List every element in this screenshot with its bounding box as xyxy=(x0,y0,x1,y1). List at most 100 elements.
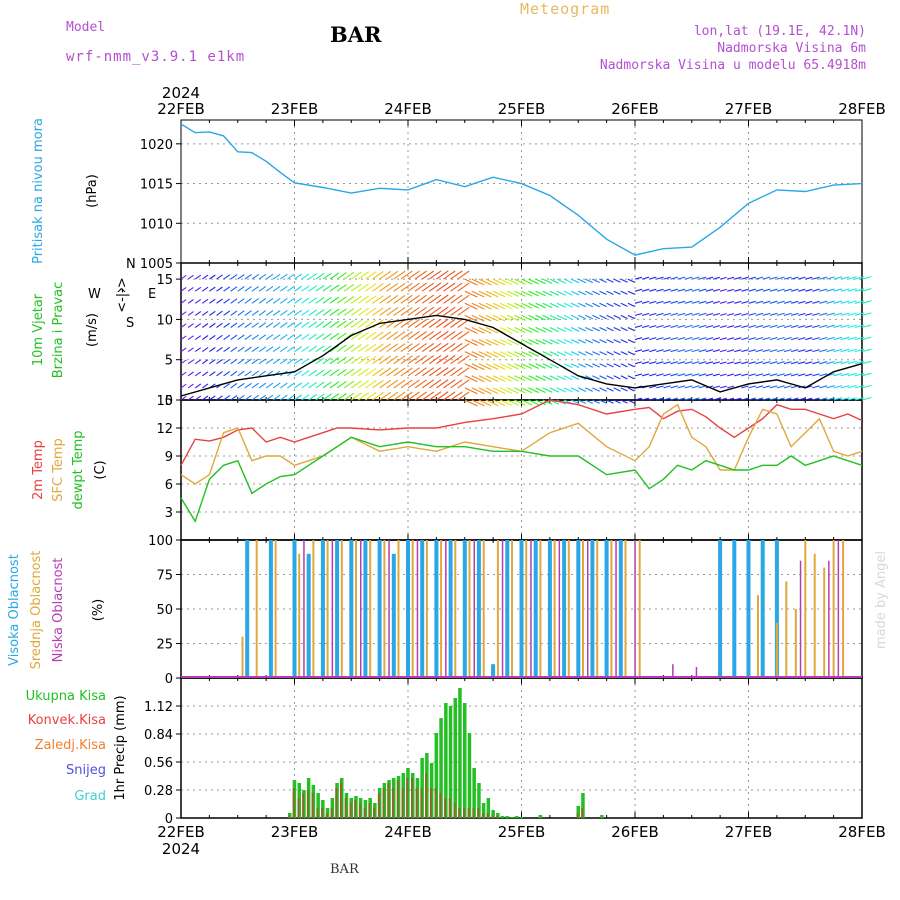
total-precip-bar xyxy=(538,815,543,818)
wind-arrow xyxy=(833,324,843,329)
wind-arrow xyxy=(847,372,857,377)
wind-arrow xyxy=(712,337,721,341)
wind-arrow xyxy=(705,312,714,316)
wind-arrow xyxy=(464,387,478,395)
wind-arrow xyxy=(656,276,664,280)
wind-arrow xyxy=(194,311,202,316)
wind-arrow xyxy=(201,371,209,377)
wind-arrow xyxy=(194,371,202,377)
wind-arrow xyxy=(514,278,526,285)
wind-arrow xyxy=(251,286,260,292)
wind-arrow xyxy=(812,361,820,365)
low-cloud-bar xyxy=(837,540,840,678)
wind-arrow xyxy=(805,276,813,280)
wind-arrow xyxy=(847,348,857,353)
wind-arrow xyxy=(350,307,362,316)
wind-arrow xyxy=(187,311,194,316)
wind-arrow xyxy=(464,302,478,310)
conv-precip-bar xyxy=(325,813,328,818)
wind-arrow xyxy=(343,271,355,280)
wind-arrow xyxy=(308,285,317,292)
wind-arrow xyxy=(301,370,310,377)
wind-arrow xyxy=(294,285,303,292)
wind-arrow xyxy=(230,395,238,401)
lonlat-label: lon,lat (19.1E, 42.1N) xyxy=(693,24,866,39)
wind-arrow xyxy=(329,272,340,280)
wind-arrow xyxy=(599,387,607,392)
wind-arrow xyxy=(847,276,857,280)
wind-arrow xyxy=(599,327,607,332)
conv-precip-bar xyxy=(297,798,300,818)
wind-arrow xyxy=(365,367,377,377)
wind-arrow xyxy=(436,355,449,365)
wind-arrow xyxy=(677,324,686,329)
wind-arrow xyxy=(237,286,245,292)
wind-arrow xyxy=(272,322,281,328)
wind-arrow xyxy=(322,333,332,341)
wind-arrow xyxy=(528,363,539,369)
wind-arrow xyxy=(570,278,580,284)
wind-arrow xyxy=(656,361,664,365)
wind-arrow xyxy=(464,375,478,383)
wind-arrow xyxy=(315,369,325,377)
wind-arrow xyxy=(805,373,813,377)
wind-arrow xyxy=(599,290,607,295)
total-precip-bar xyxy=(458,688,462,818)
wind-arrow xyxy=(819,385,828,389)
wind-arrow xyxy=(613,314,621,320)
wind-arrow xyxy=(542,399,553,405)
wind-arrow xyxy=(201,335,209,341)
wind-arrow xyxy=(308,381,317,389)
wind-arrow xyxy=(485,399,499,407)
wind-arrow xyxy=(471,351,485,358)
wind-arrow xyxy=(691,312,700,316)
wind-arrow xyxy=(436,318,449,328)
wind-arrow xyxy=(741,373,749,377)
wind-arrow xyxy=(343,308,355,316)
wind-arrow xyxy=(499,314,513,322)
wind-arrow xyxy=(627,363,635,368)
wind-arrow xyxy=(294,358,303,365)
wind-arrow xyxy=(315,309,325,316)
wind-arrow xyxy=(698,288,707,292)
wind-arrow xyxy=(812,300,820,304)
mid-cloud-bar xyxy=(454,540,457,678)
wind-arrow xyxy=(365,392,377,401)
wind-arrow xyxy=(521,302,533,309)
wind-arrow xyxy=(542,314,553,321)
high-cloud-bar xyxy=(377,540,382,678)
wind-arrow xyxy=(201,347,209,353)
wind-arrow xyxy=(656,373,664,377)
wind-arrow xyxy=(840,300,850,304)
wind-arrow xyxy=(847,360,857,365)
high-cloud-bar xyxy=(268,540,273,678)
wind-arrow xyxy=(414,343,427,353)
wind-arrow xyxy=(244,274,252,280)
wind-arrow xyxy=(400,367,413,377)
wind-arrow xyxy=(357,356,370,365)
wind-arrow xyxy=(528,314,539,321)
y-tick-label: 1005 xyxy=(140,257,173,272)
wind-arrow xyxy=(783,349,792,353)
wind-arrow xyxy=(379,391,392,401)
wind-arrow xyxy=(521,351,533,357)
wind-arrow xyxy=(620,375,628,380)
wind-arrow xyxy=(691,373,700,377)
wind-arrow xyxy=(670,300,679,304)
wind-arrow xyxy=(649,361,657,365)
wind-arrow xyxy=(223,322,231,328)
y-tick-label: 0.28 xyxy=(144,784,173,799)
wind-arrow xyxy=(712,312,721,316)
wind-arrow xyxy=(471,290,485,298)
wind-arrow xyxy=(776,349,785,353)
wind-arrow xyxy=(386,294,399,304)
wind-arrow xyxy=(556,302,566,308)
wind-arrow xyxy=(251,370,260,377)
wind-arrow xyxy=(698,373,707,377)
wind-arrows xyxy=(180,270,872,407)
wind-arrow xyxy=(705,300,714,304)
wind-arrow xyxy=(372,307,384,316)
compass-arrow: ^ xyxy=(116,287,127,302)
high-cloud-bar xyxy=(618,540,623,678)
wind-arrow xyxy=(599,399,607,404)
